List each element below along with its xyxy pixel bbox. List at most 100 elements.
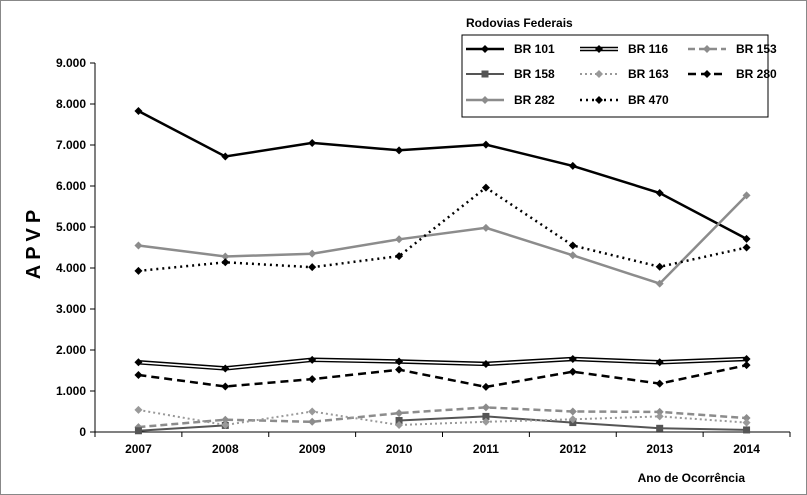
data-point: [481, 359, 490, 368]
legend-label: BR 116: [628, 42, 668, 56]
legend-entry: BR 158: [466, 67, 555, 81]
legend-label: BR 282: [514, 93, 555, 107]
data-point: [395, 235, 404, 244]
legend-label: BR 163: [628, 67, 669, 81]
data-point: [481, 417, 490, 426]
y-tick-label: 5.000: [56, 220, 86, 234]
data-point: [655, 412, 664, 421]
data-point: [482, 412, 490, 420]
legend-label: BR 158: [514, 67, 555, 81]
data-point: [395, 365, 404, 374]
data-point: [134, 371, 143, 380]
series-line: [138, 408, 747, 427]
x-axis-label: Ano de Ocorrência: [638, 471, 746, 485]
y-tick-label: 1.000: [56, 384, 86, 398]
data-point: [568, 407, 577, 416]
data-point: [308, 407, 317, 416]
legend-swatch-marker: [703, 70, 711, 78]
series-line-inner: [138, 358, 747, 370]
series-br-163: [134, 405, 751, 430]
data-point: [655, 407, 664, 416]
data-point: [134, 358, 143, 367]
x-tick-label: 2007: [125, 442, 152, 456]
series-br-116: [134, 355, 751, 373]
legend-swatch-marker: [481, 70, 489, 78]
legend-entry: BR 282: [466, 93, 555, 107]
data-point: [655, 379, 664, 388]
y-tick-label: 2.000: [56, 343, 86, 357]
data-point: [134, 427, 142, 435]
data-point: [568, 251, 577, 260]
data-point: [308, 263, 317, 272]
data-point: [742, 243, 751, 252]
data-point: [308, 417, 317, 426]
y-axis: 0 1.000 2.000 3.000 4.000 5.000 6.000 7.000 8.00…: [56, 56, 96, 439]
data-point: [134, 241, 143, 250]
legend-entry: BR 116: [580, 42, 668, 56]
data-point: [742, 355, 751, 364]
data-point: [656, 424, 664, 432]
y-tick-label: 3.000: [56, 302, 86, 316]
legend-entry: BR 470: [580, 93, 669, 107]
data-point: [742, 234, 751, 243]
legend-swatch-marker: [703, 45, 711, 53]
data-point: [134, 405, 143, 414]
data-point: [742, 414, 751, 423]
data-point: [481, 223, 490, 232]
data-point: [395, 421, 404, 430]
y-tick-label: 8.000: [56, 97, 86, 111]
x-tick-label: 2010: [386, 442, 413, 456]
legend-swatch-marker: [595, 45, 603, 53]
data-point: [568, 241, 577, 250]
data-point: [395, 252, 404, 261]
series-line: [138, 424, 226, 432]
legend-swatch-marker: [481, 45, 489, 53]
data-point: [568, 355, 577, 364]
data-point: [134, 106, 143, 115]
data-point: [221, 152, 230, 161]
series-br-153: [134, 403, 751, 432]
data-point: [134, 266, 143, 275]
y-tick-label: 6.000: [56, 179, 86, 193]
data-point: [481, 140, 490, 149]
data-point: [395, 409, 404, 418]
x-tick-label: 2014: [733, 442, 760, 456]
data-point: [221, 382, 230, 391]
y-tick-label: 9.000: [56, 56, 86, 70]
y-axis-label: APVP: [23, 205, 45, 279]
x-tick-label: 2011: [473, 442, 499, 456]
legend-entry: BR 163: [580, 67, 669, 81]
data-point: [743, 426, 751, 434]
data-point: [221, 258, 230, 267]
y-tick-label: 7.000: [56, 138, 86, 152]
data-point: [308, 249, 317, 258]
y-tick-label: 0: [79, 425, 86, 439]
data-point: [221, 252, 230, 261]
data-point: [308, 138, 317, 147]
data-point: [221, 421, 230, 430]
series-line: [138, 194, 748, 286]
data-point: [742, 361, 751, 370]
data-point: [655, 262, 664, 271]
x-tick-label: 2008: [212, 442, 239, 456]
legend-swatch-marker: [595, 96, 603, 104]
legend-entry: BR 101: [466, 42, 555, 56]
data-point: [655, 188, 664, 197]
data-point: [568, 415, 577, 424]
series-br-470: [134, 183, 751, 275]
legend-label: BR 101: [514, 42, 555, 56]
legend-swatch-marker: [481, 96, 489, 104]
series-group: [134, 106, 751, 435]
legend: Rodovias Federais BR 101 BR 116 BR 153 BR 1…: [461, 16, 777, 118]
data-point: [481, 183, 490, 192]
legend-title: Rodovias Federais: [466, 16, 573, 30]
legend-entry: BR 280: [688, 67, 777, 81]
legend-label: BR 280: [736, 67, 777, 81]
data-point: [568, 367, 577, 376]
series-br-101: [134, 106, 751, 243]
series-line: [137, 109, 748, 241]
x-axis: 2007 2008 2009 2010 2011 2012 2013 2014: [94, 431, 791, 456]
data-point: [481, 403, 490, 412]
legend-swatch-marker: [595, 70, 603, 78]
